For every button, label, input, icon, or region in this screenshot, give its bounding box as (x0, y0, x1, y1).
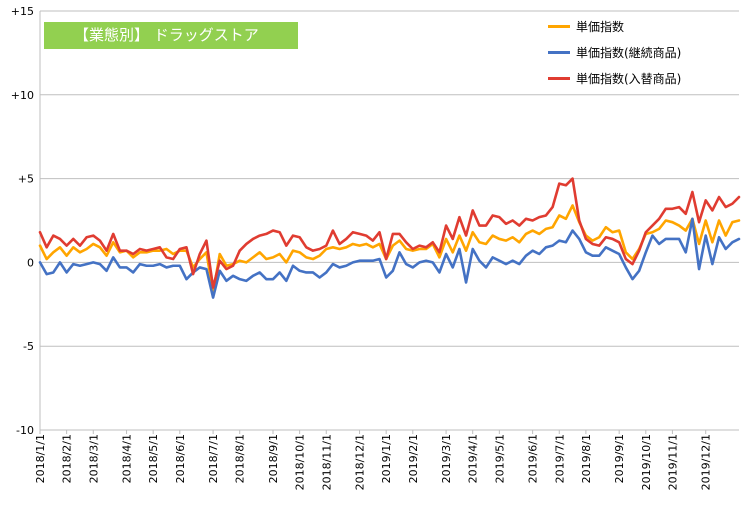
y-tick-label: 0 (27, 256, 34, 269)
x-axis-tick-labels: 2018/1/1 2018/2/1 2018/3/1 2018/4/1 2018/5/1… (34, 434, 713, 490)
x-tick-label: 2019/10/1 (640, 434, 653, 490)
grid-lines (40, 10, 739, 431)
legend-item-replaced-products: 単価指数(入替商品) (548, 65, 740, 91)
x-tick-label: 2018/1/1 (34, 434, 47, 483)
x-tick-label: 2019/1/1 (380, 434, 393, 483)
x-tick-label: 2018/10/1 (294, 434, 307, 490)
x-tick-label: 2019/12/1 (700, 434, 713, 490)
y-tick-label: +15 (11, 5, 34, 18)
x-tick-label: 2019/9/1 (613, 434, 626, 483)
series-line-unit-price-index (38, 204, 741, 294)
x-tick-label: 2019/3/1 (440, 434, 453, 483)
legend-label-unit-price-index: 単価指数 (576, 19, 625, 34)
legend-label-continuing-products: 単価指数(継続商品) (576, 45, 682, 60)
x-tick-label: 2018/7/1 (207, 434, 220, 483)
x-tick-label: 2019/5/1 (493, 434, 506, 483)
series-lines (38, 177, 741, 299)
chart-title: 【業態別】 ドラッグストア (44, 22, 298, 49)
y-tick-label: -5 (23, 340, 34, 353)
x-tick-label: 2019/11/1 (666, 434, 679, 490)
y-tick-label: -10 (16, 424, 34, 437)
x-tick-label: 2019/4/1 (467, 434, 480, 483)
x-tick-label: 2018/2/1 (61, 434, 74, 483)
legend-label-replaced-products: 単価指数(入替商品) (576, 71, 682, 86)
legend: 単価指数 単価指数(継続商品) 単価指数(入替商品) (548, 13, 740, 91)
y-axis-tick-labels: +15 +10 +5 0 -5 -10 (11, 5, 34, 437)
x-tick-label: 2018/9/1 (267, 434, 280, 483)
legend-item-continuing-products: 単価指数(継続商品) (548, 39, 740, 65)
x-tick-label: 2018/5/1 (147, 434, 160, 483)
x-tick-label: 2019/7/1 (553, 434, 566, 483)
x-tick-label: 2018/4/1 (121, 434, 134, 483)
legend-swatch-continuing-products (548, 50, 570, 54)
x-tick-label: 2019/6/1 (527, 434, 540, 483)
y-tick-label: +5 (18, 173, 34, 186)
x-tick-label: 2019/8/1 (580, 434, 593, 483)
x-axis (39, 11, 707, 434)
series-line-replaced-products (38, 177, 741, 289)
legend-item-unit-price-index: 単価指数 (548, 13, 740, 39)
x-tick-label: 2019/2/1 (407, 434, 420, 483)
legend-swatch-replaced-products (548, 76, 570, 80)
x-tick-label: 2018/8/1 (234, 434, 247, 483)
series-line-continuing-products (38, 217, 741, 299)
x-tick-label: 2018/12/1 (354, 434, 367, 490)
y-tick-label: +10 (11, 89, 34, 102)
x-tick-label: 2018/11/1 (320, 434, 333, 490)
x-tick-label: 2018/3/1 (87, 434, 100, 483)
legend-swatch-unit-price-index (548, 24, 570, 28)
x-tick-label: 2018/6/1 (174, 434, 187, 483)
